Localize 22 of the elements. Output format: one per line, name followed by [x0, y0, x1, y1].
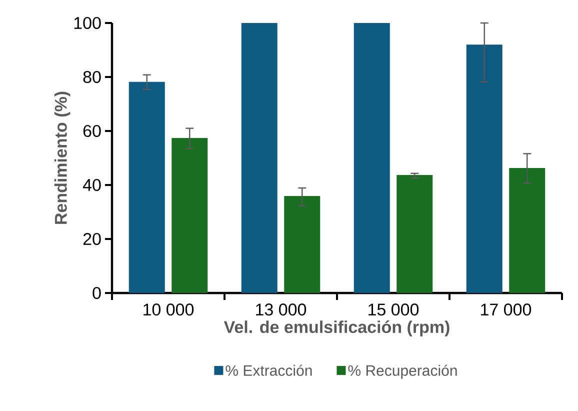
y-tick-label: 0 [92, 286, 101, 300]
y-tick-label: 20 [83, 232, 101, 246]
bar [354, 22, 390, 293]
bar [466, 44, 502, 293]
y-tick-label: 80 [83, 70, 101, 84]
y-tick-label: 100 [74, 16, 101, 30]
bar [284, 196, 320, 293]
bar [128, 82, 165, 293]
bar [509, 168, 546, 293]
y-tick-label: 40 [82, 178, 101, 192]
x-tick-label: 17 000 [481, 304, 532, 316]
x-tick-label: 15 000 [368, 304, 419, 316]
x-tick-label: 10 000 [144, 304, 194, 316]
legend-label: % Recuperación [348, 364, 457, 379]
bar [396, 174, 433, 293]
bar [172, 138, 208, 293]
legend-label: % Extracción [226, 364, 312, 376]
x-axis-title: Vel. de emulsificación (rpm) [224, 320, 450, 336]
x-tick-label: 13 000 [256, 304, 306, 316]
bar [241, 22, 278, 293]
y-tick-label: 60 [83, 124, 101, 138]
y-axis-title: Rendimiento (%) [54, 92, 70, 224]
